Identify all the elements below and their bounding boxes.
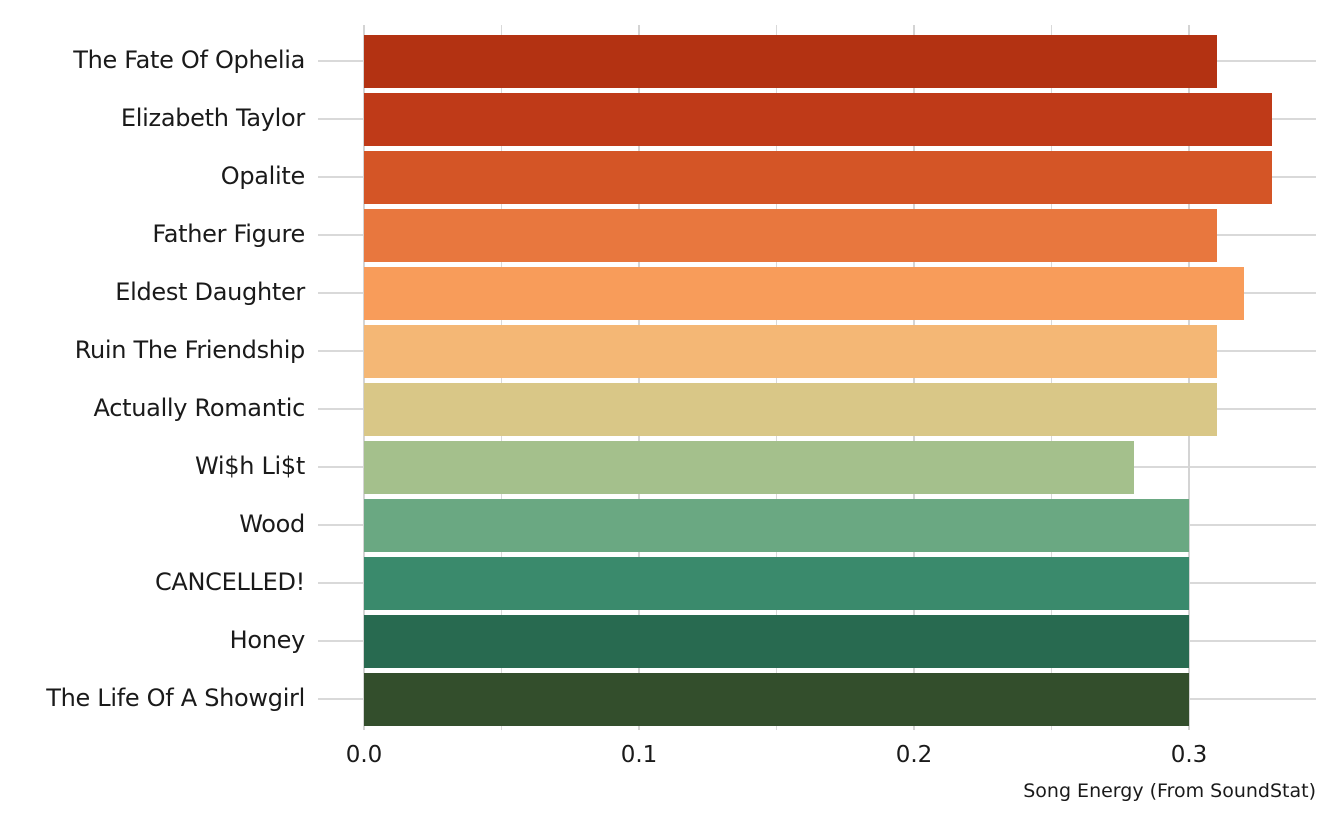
bar <box>364 673 1189 726</box>
y-axis-label: Actually Romantic <box>93 394 306 422</box>
bar <box>364 557 1189 610</box>
y-axis-label: Father Figure <box>152 220 305 248</box>
y-axis-label: Wi$h Li$t <box>195 452 305 480</box>
y-axis-label: Honey <box>229 626 306 654</box>
bar <box>364 615 1189 668</box>
bar <box>364 383 1217 436</box>
y-axis-label: CANCELLED! <box>154 568 305 596</box>
y-axis-label: Wood <box>239 510 305 538</box>
x-axis-tick-label: 0.3 <box>1170 742 1208 768</box>
bar <box>364 499 1189 552</box>
y-axis-label: Elizabeth Taylor <box>120 104 305 132</box>
x-axis-tick-label: 0.1 <box>620 742 658 768</box>
y-axis-label: The Fate Of Ophelia <box>73 46 305 74</box>
bar <box>364 209 1217 262</box>
x-axis-tick-label: 0.0 <box>345 742 383 768</box>
bar <box>364 325 1217 378</box>
y-axis-label: Eldest Daughter <box>115 278 305 306</box>
bar <box>364 35 1217 88</box>
bar <box>364 267 1244 320</box>
bar <box>364 93 1272 146</box>
y-axis-label: The Life Of A Showgirl <box>46 684 305 712</box>
x-axis-title: Song Energy (From SoundStat) <box>1023 780 1316 802</box>
bar <box>364 441 1134 494</box>
y-axis-label: Opalite <box>220 162 306 190</box>
x-axis-tick-label: 0.2 <box>895 742 933 768</box>
y-axis-label: Ruin The Friendship <box>74 336 306 364</box>
bar <box>364 151 1272 204</box>
